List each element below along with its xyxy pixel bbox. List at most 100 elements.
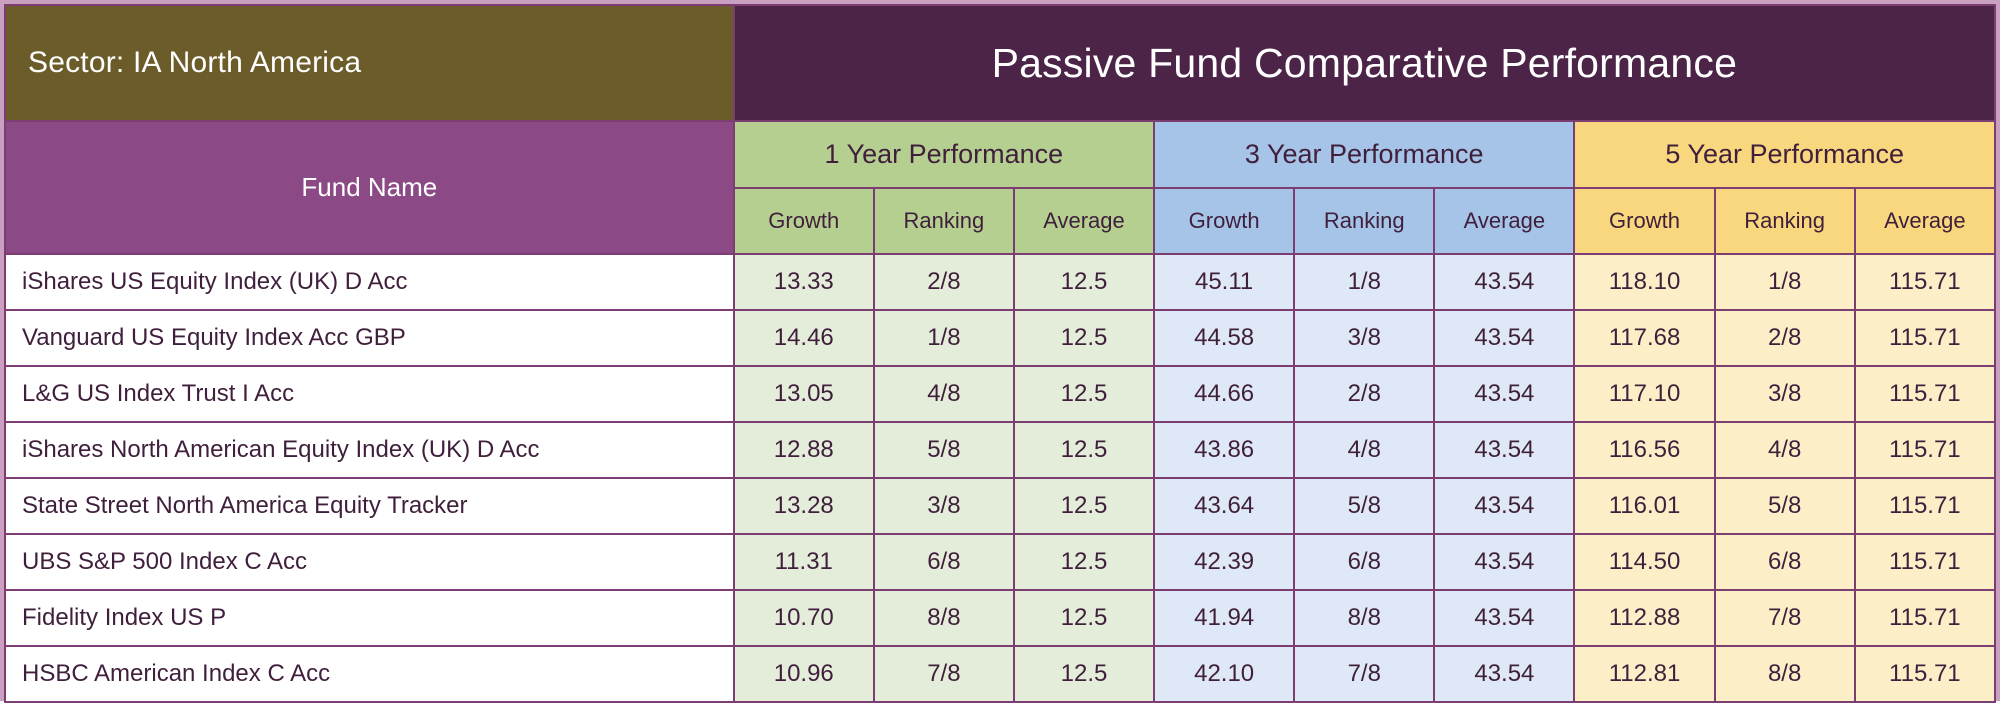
subheader-5y-growth: Growth xyxy=(1573,187,1716,255)
cell-1y-ranking: 7/8 xyxy=(872,645,1015,703)
cell-1y-average: 12.5 xyxy=(1012,589,1156,647)
cell-1y-ranking: 4/8 xyxy=(872,365,1015,423)
cell-5y-growth: 112.88 xyxy=(1573,589,1716,647)
cell-1y-ranking: 2/8 xyxy=(872,253,1015,311)
subheader-3y-average: Average xyxy=(1433,187,1576,255)
cell-3y-ranking: 8/8 xyxy=(1293,589,1436,647)
cell-1y-ranking: 1/8 xyxy=(872,309,1015,367)
group-header-row: Fund Name 1 Year Performance 3 Year Perf… xyxy=(4,119,1996,255)
cell-3y-growth: 42.10 xyxy=(1153,645,1296,703)
cell-5y-average: 115.71 xyxy=(1853,533,1997,591)
cell-3y-growth: 42.39 xyxy=(1153,533,1296,591)
cell-5y-average: 115.71 xyxy=(1853,309,1997,367)
cell-1y-growth: 14.46 xyxy=(732,309,875,367)
cell-1y-growth: 10.70 xyxy=(732,589,875,647)
cell-5y-average: 115.71 xyxy=(1853,421,1997,479)
table-header: Sector: IA North America Passive Fund Co… xyxy=(4,4,1997,255)
cell-5y-average: 115.71 xyxy=(1853,645,1997,703)
cell-1y-growth: 10.96 xyxy=(732,645,875,703)
fund-name-cell: State Street North America Equity Tracke… xyxy=(4,477,735,535)
cell-1y-ranking: 6/8 xyxy=(872,533,1015,591)
cell-5y-average: 115.71 xyxy=(1853,253,1997,311)
subheader-5y-average: Average xyxy=(1853,187,1997,255)
table-body: iShares US Equity Index (UK) D Acc 13.33 2… xyxy=(4,253,1997,703)
fund-name-cell: Fidelity Index US P xyxy=(4,589,735,647)
cell-5y-growth: 117.10 xyxy=(1573,365,1716,423)
cell-1y-average: 12.5 xyxy=(1012,645,1156,703)
cell-1y-average: 12.5 xyxy=(1012,309,1156,367)
table-row[interactable]: L&G US Index Trust I Acc 13.05 4/8 12.5 44.6… xyxy=(4,365,1997,423)
cell-1y-ranking: 5/8 xyxy=(872,421,1015,479)
sector-label: Sector: IA North America xyxy=(4,4,735,122)
cell-3y-growth: 41.94 xyxy=(1153,589,1296,647)
cell-3y-average: 43.54 xyxy=(1433,645,1576,703)
cell-1y-ranking: 8/8 xyxy=(872,589,1015,647)
fund-performance-table: Sector: IA North America Passive Fund Co… xyxy=(4,4,1997,703)
cell-5y-ranking: 3/8 xyxy=(1713,365,1856,423)
cell-1y-growth: 11.31 xyxy=(732,533,875,591)
subheader-1y-ranking: Ranking xyxy=(872,187,1015,255)
cell-5y-average: 115.71 xyxy=(1853,365,1997,423)
subheader-3y-ranking: Ranking xyxy=(1293,187,1436,255)
cell-5y-average: 115.71 xyxy=(1853,589,1997,647)
cell-5y-growth: 116.56 xyxy=(1573,421,1716,479)
cell-1y-growth: 12.88 xyxy=(732,421,875,479)
cell-5y-growth: 112.81 xyxy=(1573,645,1716,703)
table-row[interactable]: HSBC American Index C Acc 10.96 7/8 12.5 42.… xyxy=(4,645,1997,703)
table-row[interactable]: iShares US Equity Index (UK) D Acc 13.33 2… xyxy=(4,253,1997,311)
cell-3y-average: 43.54 xyxy=(1433,533,1576,591)
cell-3y-average: 43.54 xyxy=(1433,421,1576,479)
cell-3y-growth: 43.86 xyxy=(1153,421,1296,479)
fund-name-cell: UBS S&P 500 Index C Acc xyxy=(4,533,735,591)
group-header-1-year: 1 Year Performance xyxy=(732,119,1156,190)
cell-5y-ranking: 1/8 xyxy=(1713,253,1856,311)
page-title: Passive Fund Comparative Performance xyxy=(732,4,1997,122)
column-header-fund-name: Fund Name xyxy=(4,120,735,255)
fund-name-cell: HSBC American Index C Acc xyxy=(4,645,735,703)
subheader-1y-growth: Growth xyxy=(732,187,875,255)
cell-3y-growth: 45.11 xyxy=(1153,253,1296,311)
table-row[interactable]: State Street North America Equity Tracke… xyxy=(4,477,1997,535)
cell-3y-average: 43.54 xyxy=(1433,365,1576,423)
fund-name-cell: L&G US Index Trust I Acc xyxy=(4,365,735,423)
cell-5y-growth: 116.01 xyxy=(1573,477,1716,535)
cell-3y-growth: 44.66 xyxy=(1153,365,1296,423)
group-header-3-year: 3 Year Performance xyxy=(1153,119,1576,190)
banner-row: Sector: IA North America Passive Fund Co… xyxy=(4,4,1997,122)
cell-3y-ranking: 3/8 xyxy=(1293,309,1436,367)
table-row[interactable]: Vanguard US Equity Index Acc GBP 14.46 1/8… xyxy=(4,309,1997,367)
cell-3y-ranking: 4/8 xyxy=(1293,421,1436,479)
cell-3y-average: 43.54 xyxy=(1433,253,1576,311)
cell-1y-average: 12.5 xyxy=(1012,477,1156,535)
cell-5y-growth: 114.50 xyxy=(1573,533,1716,591)
subheader-5y-ranking: Ranking xyxy=(1713,187,1856,255)
cell-1y-average: 12.5 xyxy=(1012,365,1156,423)
cell-5y-ranking: 7/8 xyxy=(1713,589,1856,647)
table-row[interactable]: UBS S&P 500 Index C Acc 11.31 6/8 12.5 42.39… xyxy=(4,533,1997,591)
cell-1y-average: 12.5 xyxy=(1012,421,1156,479)
subheader-1y-average: Average xyxy=(1012,187,1156,255)
cell-3y-ranking: 7/8 xyxy=(1293,645,1436,703)
cell-1y-ranking: 3/8 xyxy=(872,477,1015,535)
cell-3y-growth: 43.64 xyxy=(1153,477,1296,535)
cell-3y-ranking: 1/8 xyxy=(1293,253,1436,311)
cell-3y-growth: 44.58 xyxy=(1153,309,1296,367)
cell-5y-ranking: 2/8 xyxy=(1713,309,1856,367)
cell-3y-ranking: 6/8 xyxy=(1293,533,1436,591)
cell-5y-ranking: 5/8 xyxy=(1713,477,1856,535)
cell-3y-ranking: 2/8 xyxy=(1293,365,1436,423)
cell-1y-average: 12.5 xyxy=(1012,533,1156,591)
table-row[interactable]: Fidelity Index US P 10.70 8/8 12.5 41.94 8/8 4… xyxy=(4,589,1997,647)
fund-name-cell: Vanguard US Equity Index Acc GBP xyxy=(4,309,735,367)
cell-1y-growth: 13.28 xyxy=(732,477,875,535)
cell-5y-average: 115.71 xyxy=(1853,477,1997,535)
cell-5y-ranking: 4/8 xyxy=(1713,421,1856,479)
cell-3y-average: 43.54 xyxy=(1433,309,1576,367)
fund-name-cell: iShares US Equity Index (UK) D Acc xyxy=(4,253,735,311)
table-row[interactable]: iShares North American Equity Index (UK)… xyxy=(4,421,1997,479)
cell-3y-ranking: 5/8 xyxy=(1293,477,1436,535)
cell-1y-growth: 13.05 xyxy=(732,365,875,423)
group-header-5-year: 5 Year Performance xyxy=(1573,119,1996,190)
cell-3y-average: 43.54 xyxy=(1433,589,1576,647)
